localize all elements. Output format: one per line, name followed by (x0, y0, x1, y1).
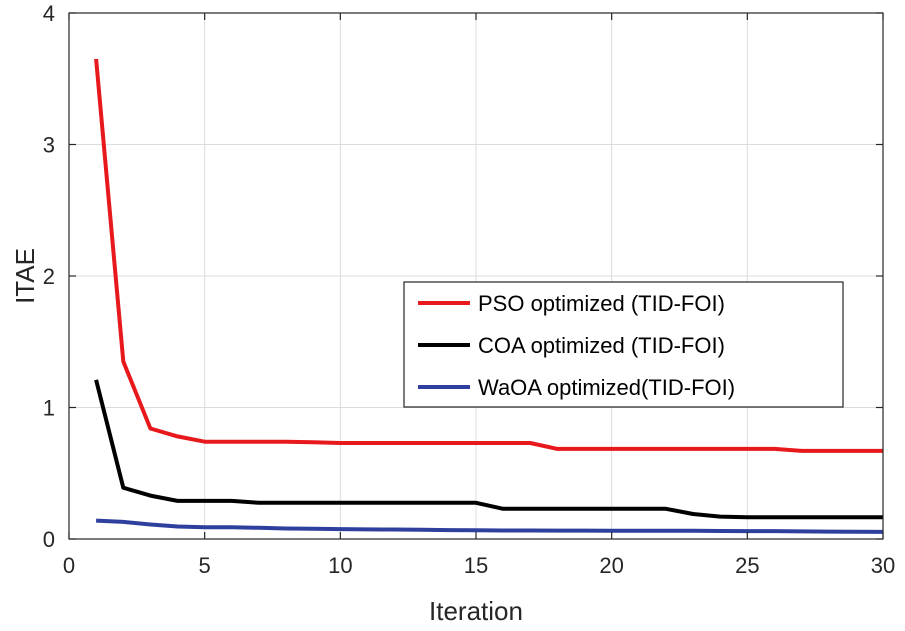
y-tick-label-2: 2 (43, 264, 55, 289)
series-line-1 (94, 379, 883, 520)
x-tick-label-10: 10 (328, 553, 352, 578)
x-tick-label-20: 20 (599, 553, 623, 578)
legend-label-pso: PSO optimized (TID-FOI) (478, 291, 725, 316)
legend-label-waoa: WaOA optimized(TID-FOI) (478, 375, 735, 400)
axis-ticks (68, 12, 884, 540)
legend-box (403, 281, 844, 408)
y-tick-label-4: 4 (43, 1, 55, 26)
series-layer (94, 58, 884, 534)
tick-labels: 0 5 10 15 20 25 30 0 1 2 3 4 (43, 1, 895, 578)
x-tick-label-25: 25 (735, 553, 759, 578)
x-tick-label-5: 5 (199, 553, 211, 578)
legend-label-coa: COA optimized (TID-FOI) (478, 333, 725, 358)
y-tick-label-0: 0 (43, 527, 55, 552)
y-axis-title: ITAE (10, 248, 40, 304)
y-tick-label-1: 1 (43, 396, 55, 421)
x-tick-label-15: 15 (464, 553, 488, 578)
x-tick-label-0: 0 (63, 553, 75, 578)
x-tick-label-30: 30 (871, 553, 895, 578)
x-axis-title: Iteration (429, 596, 523, 626)
legend: PSO optimized (TID-FOI) COA optimized (T… (403, 281, 844, 408)
y-tick-label-3: 3 (43, 133, 55, 158)
series-line-2 (96, 518, 884, 534)
series-line-0 (94, 58, 883, 453)
